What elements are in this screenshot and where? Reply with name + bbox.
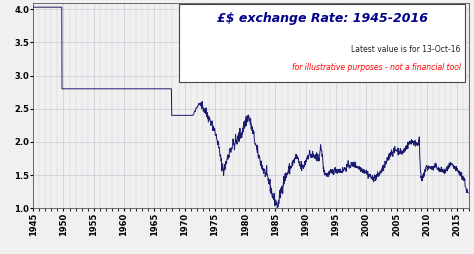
- FancyBboxPatch shape: [179, 4, 465, 82]
- Text: £$ exchange Rate: 1945-2016: £$ exchange Rate: 1945-2016: [217, 12, 428, 25]
- Text: Latest value is for 13-Oct-16: Latest value is for 13-Oct-16: [351, 45, 461, 54]
- Text: for illustrative purposes - not a financial tool: for illustrative purposes - not a financ…: [292, 63, 461, 72]
